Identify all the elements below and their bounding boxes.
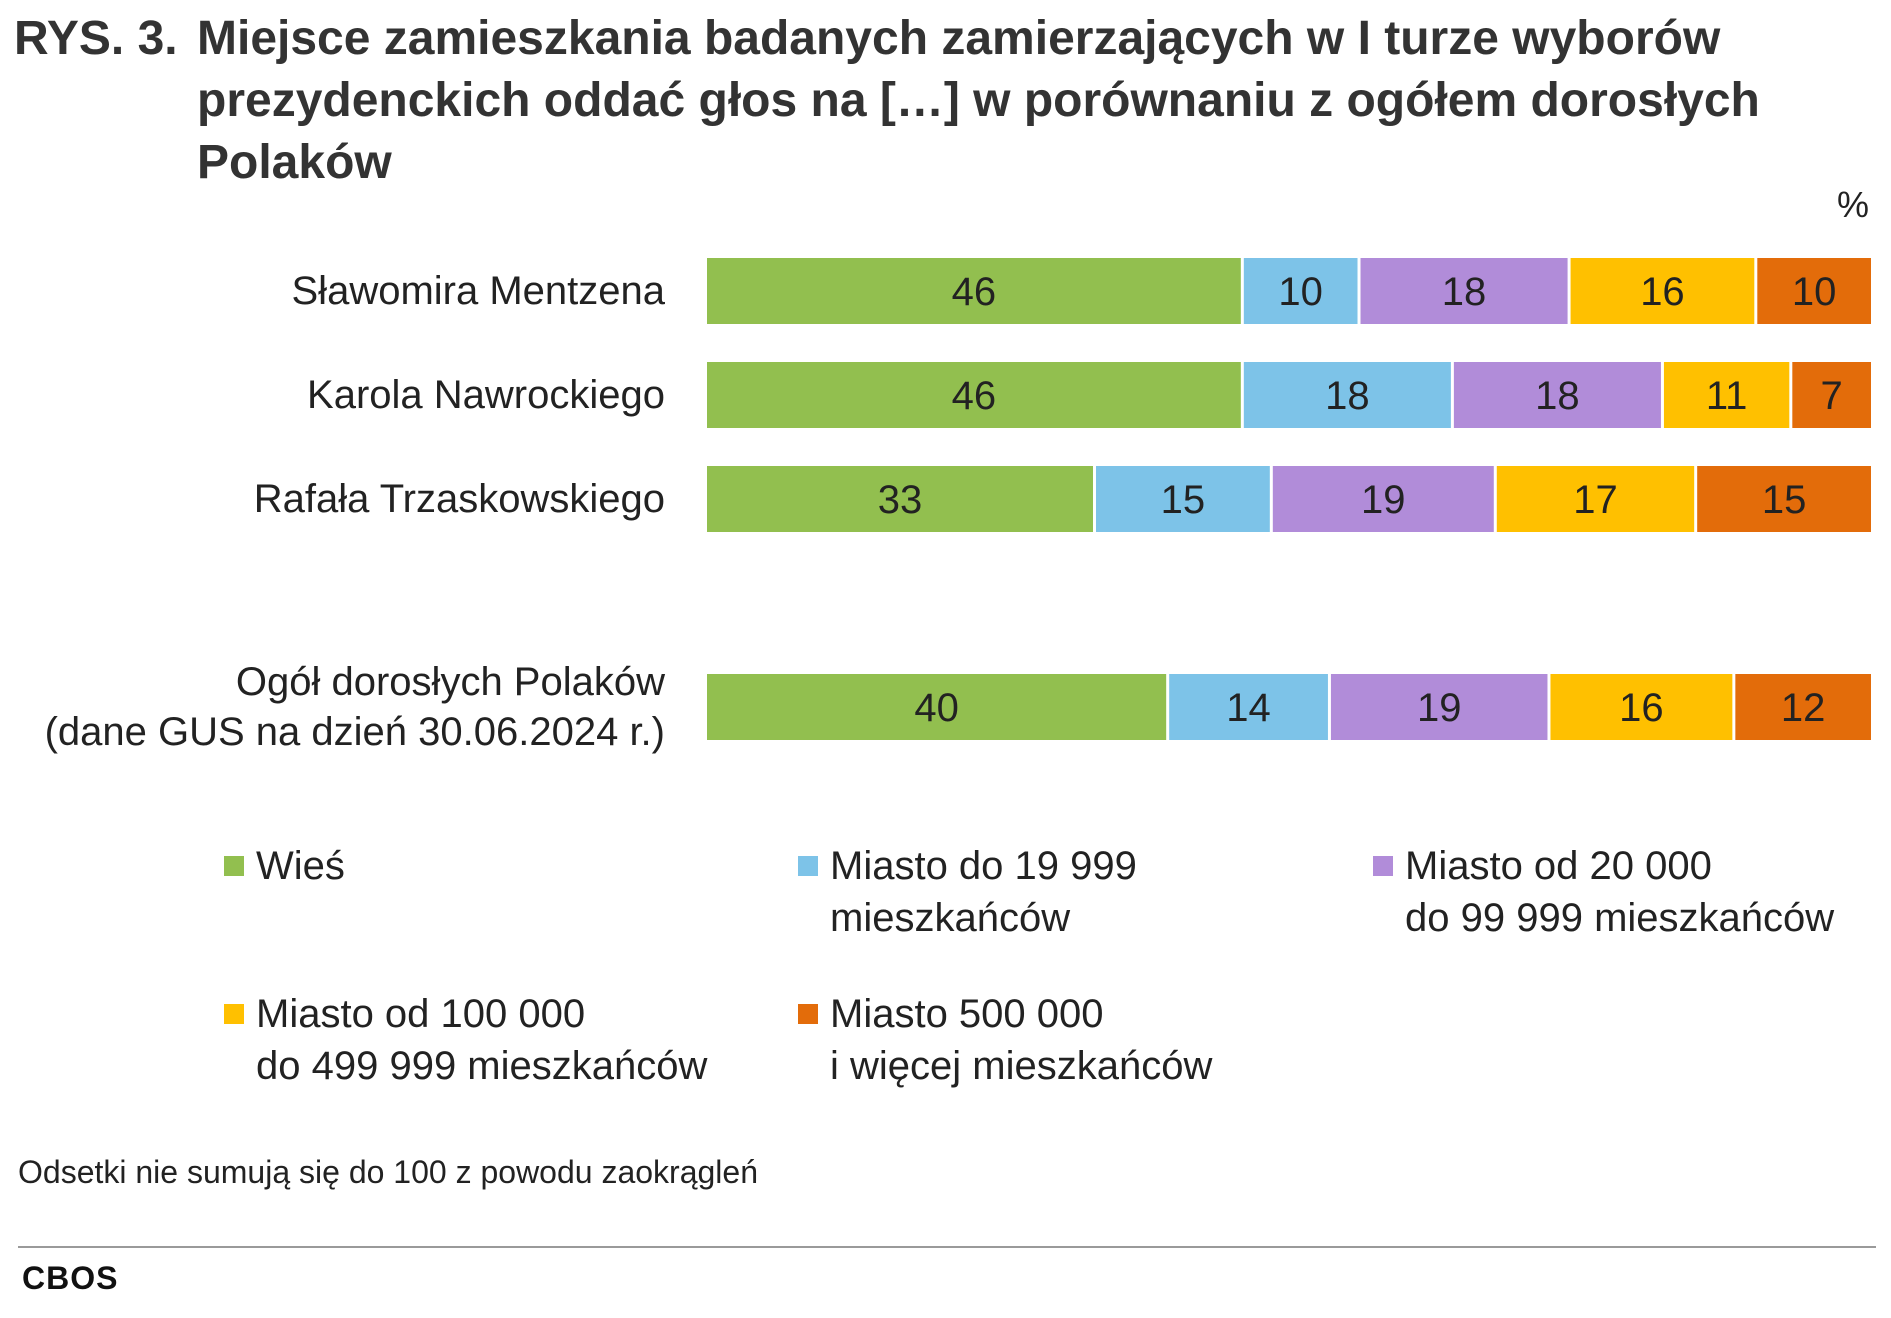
data-label: 33 <box>878 478 923 522</box>
data-label: 17 <box>1573 478 1618 522</box>
category-label: Rafała Trzaskowskiego <box>253 477 665 521</box>
data-label: 10 <box>1278 270 1323 314</box>
bar-segment <box>1550 674 1733 740</box>
data-label: 19 <box>1417 686 1462 730</box>
bar-segment <box>1243 258 1358 324</box>
data-label: 10 <box>1792 270 1837 314</box>
data-label: 18 <box>1442 270 1487 314</box>
data-label: 12 <box>1781 686 1826 730</box>
data-label: 40 <box>914 686 959 730</box>
bar-segment <box>1496 466 1695 532</box>
chart-title: RYS. 3. Miejsce zamieszkania badanych za… <box>14 8 1864 189</box>
bar-segment <box>1272 466 1494 532</box>
bar-segment <box>1757 258 1871 324</box>
bar-segment <box>707 466 1093 532</box>
figure-title-text: Miejsce zamieszkania badanych zamierzają… <box>197 12 1760 189</box>
footnote: Odsetki nie sumują się do 100 z powodu z… <box>18 1154 758 1190</box>
bar-segment <box>1570 258 1755 324</box>
bar-segment <box>1697 466 1871 532</box>
data-label: 16 <box>1619 686 1664 730</box>
divider <box>18 1246 1876 1248</box>
bar-segment <box>1096 466 1270 532</box>
bar-segment <box>1169 674 1328 740</box>
data-label: 15 <box>1161 478 1206 522</box>
data-label: 7 <box>1821 374 1843 418</box>
bar-segment <box>1663 362 1790 428</box>
bar-segment <box>1330 674 1548 740</box>
bar-segment <box>1792 362 1871 428</box>
bar-segment <box>1360 258 1568 324</box>
data-label: 15 <box>1762 478 1807 522</box>
data-label: 46 <box>952 270 997 314</box>
data-label: 16 <box>1640 270 1685 314</box>
category-label: Sławomira Mentzena <box>291 269 666 313</box>
unit-label: % <box>1836 184 1869 225</box>
bar-segment <box>707 362 1241 428</box>
data-label: 46 <box>952 374 997 418</box>
data-label: 11 <box>1706 374 1748 418</box>
bar-segment <box>707 674 1167 740</box>
category-label: Ogół dorosłych Polaków (dane GUS na dzie… <box>44 660 665 754</box>
data-label: 14 <box>1226 686 1271 730</box>
bar-segment <box>1453 362 1661 428</box>
category-label: Karola Nawrockiego <box>307 373 665 417</box>
bar-segment <box>707 258 1241 324</box>
bar-segment <box>1735 674 1871 740</box>
figure-number: RYS. 3. <box>14 12 178 65</box>
data-label: 18 <box>1325 374 1370 418</box>
data-label: 19 <box>1361 478 1406 522</box>
bar-segment <box>1243 362 1451 428</box>
data-label: 18 <box>1535 374 1580 418</box>
source-brand: CBOS <box>22 1260 119 1296</box>
